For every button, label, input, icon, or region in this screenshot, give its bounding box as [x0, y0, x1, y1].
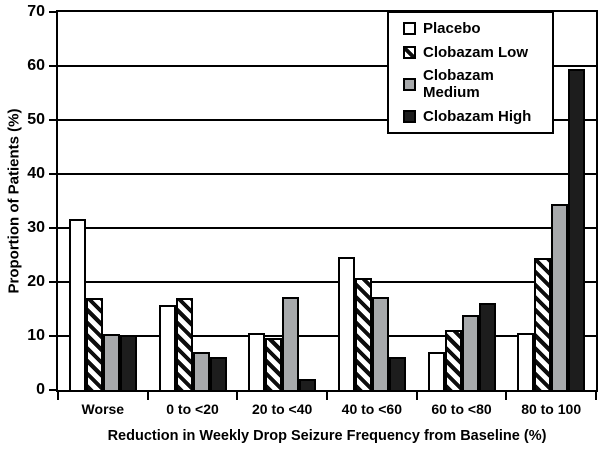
gridline-50 — [58, 119, 596, 121]
x-category-label: 20 to <40 — [251, 401, 313, 417]
legend-swatch-black-icon — [403, 110, 416, 124]
y-tick-label: 0 — [36, 381, 45, 398]
x-axis-title: Reduction in Weekly Drop Seizure Frequen… — [107, 428, 547, 444]
bar-hatched — [85, 298, 103, 390]
bar-group-40-to-60 — [327, 12, 417, 390]
bar-hatched — [265, 337, 283, 390]
gridline-10 — [58, 335, 596, 338]
bar-placebo — [248, 332, 266, 390]
y-tick-label: 40 — [27, 165, 45, 182]
y-tick — [49, 118, 57, 121]
y-tick-label: 10 — [27, 327, 45, 344]
bar-black — [478, 302, 496, 390]
x-category-label: 40 to <60 — [341, 401, 402, 417]
y-tick — [49, 389, 57, 391]
bar-gray — [551, 204, 569, 390]
x-category-label: 60 to <80 — [431, 401, 492, 417]
legend-swatch-gray-icon — [403, 77, 416, 91]
bar-gray — [102, 333, 120, 390]
y-tick-label: 50 — [27, 111, 45, 128]
legend-label: Placebo — [423, 19, 481, 37]
bar-placebo — [158, 304, 176, 390]
bar-black — [209, 357, 227, 390]
legend-item-placebo: Placebo — [403, 20, 552, 37]
bar-group-20-to-40 — [237, 12, 327, 390]
bar-gray — [461, 315, 479, 390]
x-tick — [595, 392, 597, 400]
gridline-30 — [58, 227, 596, 229]
legend-swatch-hatched-icon — [403, 45, 416, 59]
bars-layer — [58, 12, 596, 390]
bar-hatched — [444, 329, 462, 390]
y-tick — [49, 173, 57, 175]
bar-black — [119, 334, 137, 390]
y-tick-label: 20 — [27, 273, 45, 290]
bar-black — [568, 69, 586, 390]
x-tick — [57, 392, 59, 400]
bar-gray — [371, 297, 389, 390]
legend-label: Clobazam Medium — [423, 67, 494, 102]
bar-gray — [192, 352, 210, 390]
legend-label: Clobazam High — [423, 108, 532, 126]
gridline-20 — [58, 281, 596, 284]
legend-swatch-placebo-icon — [403, 21, 416, 35]
y-tick — [49, 64, 57, 67]
legend-label: Clobazam Low — [423, 43, 529, 61]
bar-group-80-to-100 — [506, 12, 596, 390]
bar-group-worse — [58, 12, 148, 390]
y-tick — [49, 226, 57, 229]
x-category-label: 0 to <20 — [166, 401, 219, 417]
y-tick-label: 30 — [27, 219, 45, 236]
bar-placebo — [337, 257, 355, 390]
bar-hatched — [534, 257, 552, 390]
x-tick — [415, 392, 418, 400]
bar-group-0-to-20 — [148, 12, 238, 390]
gridline-60 — [58, 65, 596, 67]
gridline-40 — [58, 173, 596, 176]
bar-group-60-to-80 — [417, 12, 507, 390]
x-category-label: 80 to 100 — [521, 401, 582, 417]
x-tick — [326, 392, 328, 400]
x-category-label: Worse — [81, 401, 125, 417]
x-tick — [146, 392, 149, 400]
legend-item-hatched: Clobazam Low — [403, 44, 552, 61]
y-tick — [49, 335, 57, 337]
bar-black — [299, 379, 317, 390]
bar-placebo — [517, 332, 535, 390]
bar-gray — [282, 297, 300, 390]
y-axis-title: Proportion of Patients (%) — [5, 108, 23, 294]
x-tick — [236, 392, 239, 400]
bar-placebo — [68, 219, 86, 390]
y-tick — [49, 281, 57, 283]
legend-item-gray: Clobazam Medium — [403, 67, 552, 101]
legend-item-black: Clobazam High — [403, 108, 552, 125]
x-tick — [505, 392, 508, 400]
y-tick-label: 70 — [27, 3, 45, 20]
legend: Placebo Clobazam Low Clobazam Medium Clobaz… — [387, 11, 554, 134]
y-tick — [49, 11, 57, 13]
y-tick-label: 60 — [27, 57, 45, 74]
bar-hatched — [354, 278, 372, 390]
bar-black — [388, 357, 406, 390]
bar-hatched — [175, 298, 193, 390]
bar-placebo — [427, 352, 445, 390]
